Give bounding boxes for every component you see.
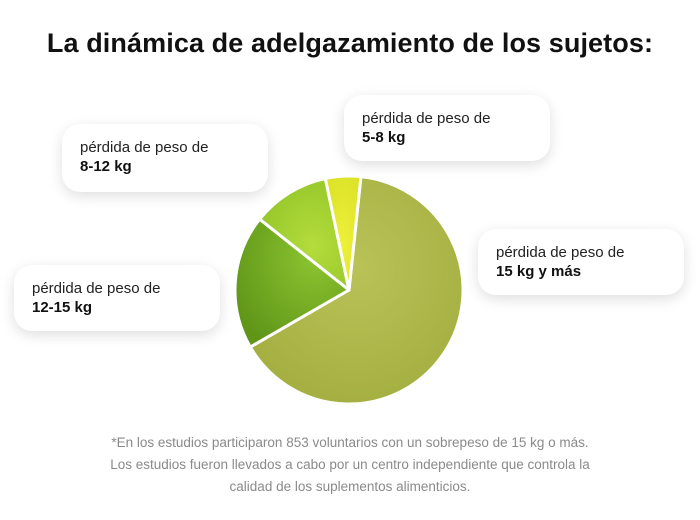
label-card-12-15kg: pérdida de peso de 12-15 kg <box>14 265 220 331</box>
label-card-8-12kg: pérdida de peso de 8-12 kg <box>62 124 268 192</box>
label-range: 15 kg y más <box>496 263 582 280</box>
label-prefix: pérdida de peso de <box>32 280 161 297</box>
footnote: *En los estudios participaron 853 volunt… <box>110 435 590 494</box>
pie-slice-5-8-kg <box>323 174 363 292</box>
pie-slice-12-15-kg <box>233 217 351 349</box>
label-range: 5-8 kg <box>362 129 406 146</box>
pie-slice-15-kg-y-m-s <box>248 175 465 406</box>
pie-slice-8-12-kg <box>258 176 351 292</box>
chart-title: La dinámica de adelgazamiento de los suj… <box>46 28 654 58</box>
label-range: 12-15 kg <box>32 299 93 316</box>
label-card-5-8kg: pérdida de peso de 5-8 kg <box>344 95 550 161</box>
label-prefix: pérdida de peso de <box>362 110 491 127</box>
label-prefix: pérdida de peso de <box>80 139 209 156</box>
label-card-15kg-plus: pérdida de peso de 15 kg y más <box>478 229 684 295</box>
label-prefix: pérdida de peso de <box>496 244 625 261</box>
label-range: 8-12 kg <box>80 158 132 175</box>
